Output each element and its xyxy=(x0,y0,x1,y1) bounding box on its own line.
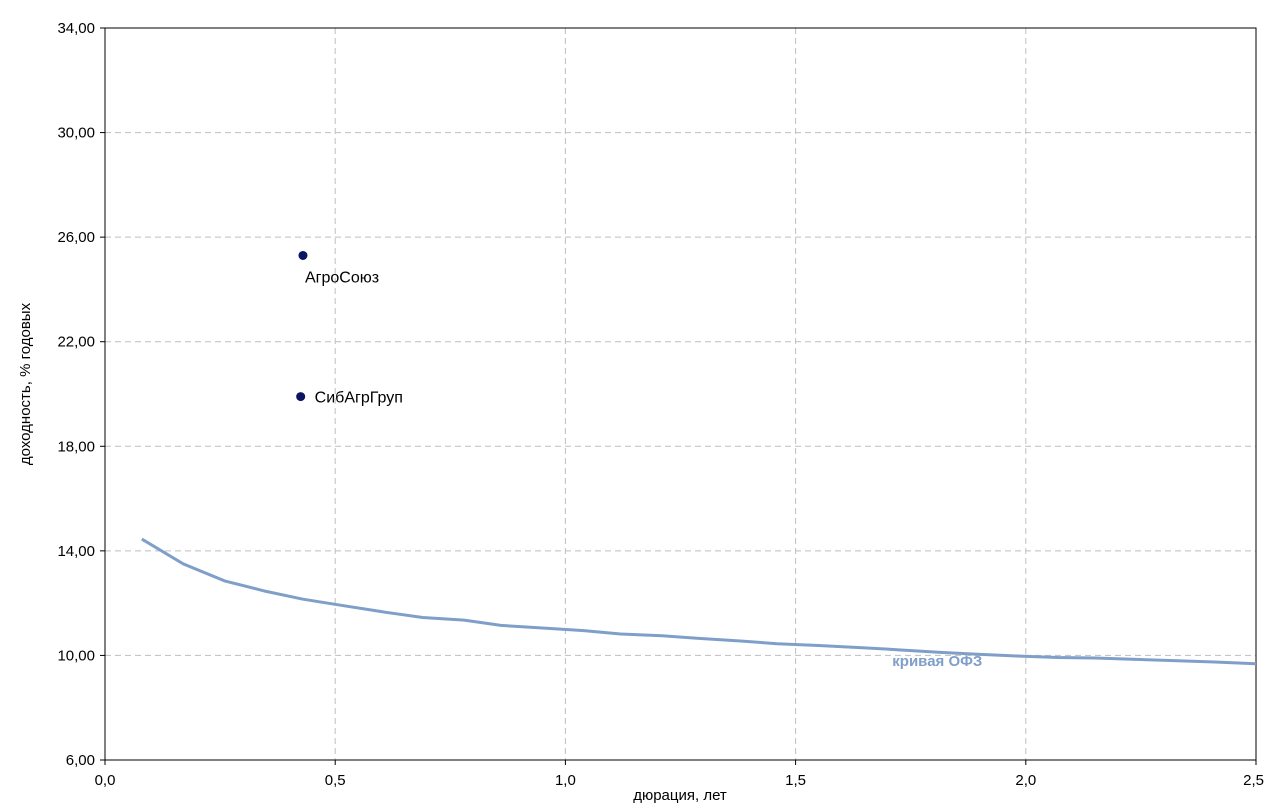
x-tick-label: 2,0 xyxy=(1015,772,1036,789)
y-tick-label: 22,00 xyxy=(57,334,95,351)
y-tick-label: 14,00 xyxy=(57,543,95,560)
x-axis-title: дюрация, лет xyxy=(633,787,727,803)
bond-point xyxy=(298,250,308,260)
bond-point-label: СибАгрГруп xyxy=(315,390,403,407)
bond-point xyxy=(296,392,306,402)
x-tick-label: 1,0 xyxy=(555,772,576,789)
y-tick-label: 18,00 xyxy=(57,438,95,455)
x-axis-ticks: 0,0 0,5 1,0 1,5 2,0 2,5 xyxy=(95,760,1264,789)
y-tick-label: 6,00 xyxy=(66,752,95,769)
x-tick-label: 2,5 xyxy=(1243,772,1264,789)
y-tick-label: 10,00 xyxy=(57,647,95,664)
x-tick-label: 1,5 xyxy=(785,772,806,789)
ofz-curve-label: кривая ОФЗ xyxy=(892,653,982,670)
plot-area xyxy=(104,27,1257,761)
y-tick-label: 30,00 xyxy=(57,125,95,142)
bond-points: АгроСоюз СибАгрГруп xyxy=(296,250,403,407)
x-tick-label: 0,0 xyxy=(95,772,116,789)
bond-point-label: АгроСоюз xyxy=(305,269,379,286)
y-axis-ticks: 6,00 10,00 14,00 18,00 22,00 26,00 30,00 34,00 xyxy=(57,20,105,769)
y-tick-label: 26,00 xyxy=(57,229,95,246)
ofz-curve-line xyxy=(141,537,1257,666)
x-tick-label: 0,5 xyxy=(325,772,346,789)
y-axis-title: доходность, % годовых xyxy=(17,302,34,465)
y-tick-label: 34,00 xyxy=(57,20,95,37)
gridlines xyxy=(104,27,1257,761)
